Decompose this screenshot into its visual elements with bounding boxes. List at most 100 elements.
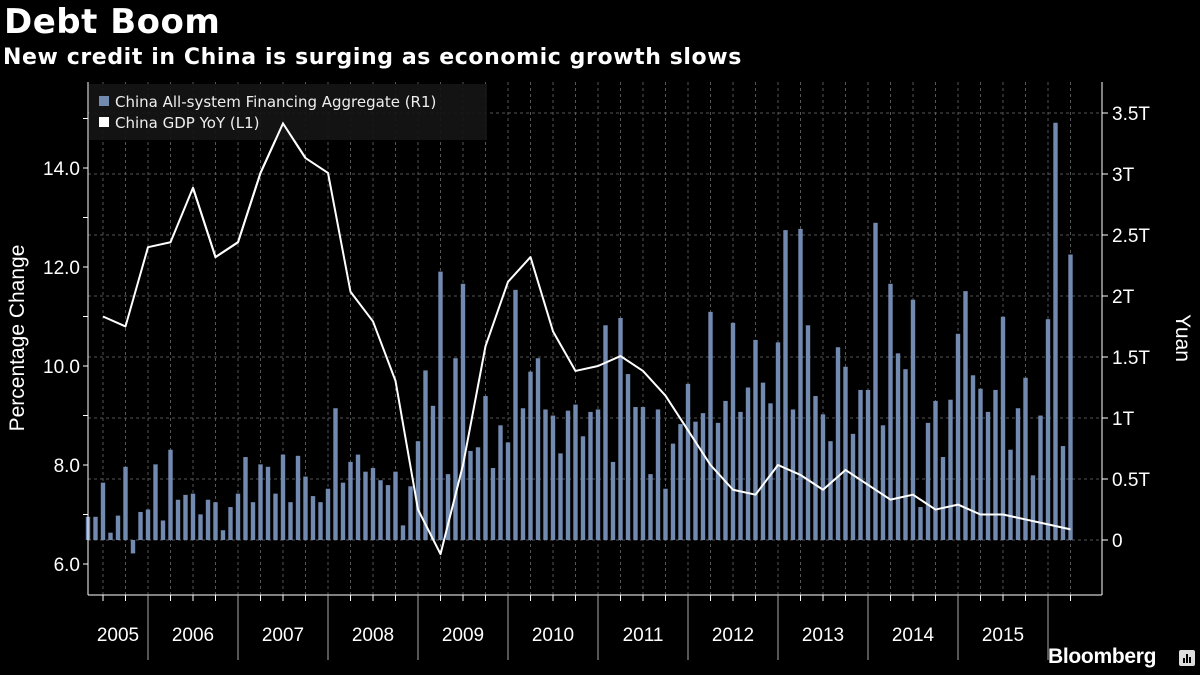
financing-bar [108, 532, 113, 540]
year-label: 2009 [442, 625, 484, 646]
right-tick-label: 2.5T [1112, 226, 1150, 247]
bloomberg-chart-icon [1179, 650, 1195, 666]
financing-bar [1045, 319, 1051, 540]
legend-label-gdp: China GDP YoY (L1) [115, 114, 260, 132]
financing-bar [325, 488, 331, 540]
financing-bar [873, 222, 878, 541]
financing-bar [370, 468, 376, 540]
financing-bar [693, 421, 698, 540]
financing-bar [288, 502, 293, 540]
left-tick-label: 14.0 [43, 159, 80, 180]
legend-swatch-financing [99, 96, 109, 106]
chart-title: Debt Boom [4, 2, 221, 42]
financing-bar [243, 457, 248, 540]
financing-bar [183, 494, 188, 540]
financing-bar [708, 311, 713, 540]
right-tick-label: 0 [1112, 531, 1123, 552]
left-tick-label: 8.0 [54, 456, 80, 477]
financing-bar [768, 403, 773, 540]
financing-bar [858, 389, 863, 540]
financing-bar [760, 382, 766, 540]
financing-bar [445, 474, 451, 540]
financing-bar [670, 443, 676, 540]
financing-bar [273, 493, 278, 540]
financing-bar [835, 347, 841, 540]
financing-bar [985, 411, 991, 540]
financing-bar [640, 407, 646, 540]
year-label: 2008 [352, 625, 394, 646]
financing-bar [715, 422, 721, 540]
financing-bar [1030, 475, 1036, 540]
financing-bar [250, 502, 256, 540]
financing-bar [813, 396, 818, 540]
financing-bar [295, 455, 301, 540]
financing-bar [228, 507, 233, 540]
financing-bar [903, 369, 908, 540]
financing-bar [940, 457, 946, 540]
year-label: 2012 [712, 625, 754, 646]
financing-bar [258, 464, 263, 540]
financing-bar [843, 366, 848, 540]
financing-bar [138, 511, 143, 540]
financing-bar [160, 520, 166, 540]
financing-bar [618, 317, 623, 540]
financing-bar [363, 471, 368, 540]
financing-bar [738, 411, 743, 540]
left-tick-label: 12.0 [43, 258, 80, 279]
financing-bar [415, 441, 421, 540]
financing-bar [408, 486, 413, 540]
financing-bar [528, 371, 533, 540]
year-label: 2013 [802, 625, 844, 646]
left-tick-label: 10.0 [43, 357, 80, 378]
right-tick-label: 0.5T [1112, 470, 1150, 491]
financing-bar [805, 325, 811, 540]
financing-bar [633, 407, 638, 540]
financing-bar [888, 283, 893, 540]
financing-bar [1068, 254, 1073, 540]
financing-bar [850, 433, 856, 540]
financing-bar [1008, 449, 1013, 540]
financing-bar [558, 453, 563, 540]
financing-bar [580, 436, 586, 540]
financing-bar [303, 476, 308, 540]
financing-bar [1060, 446, 1066, 540]
financing-bar [933, 400, 938, 540]
financing-bar [910, 299, 916, 540]
financing-bar [220, 530, 226, 540]
financing-bar [430, 405, 436, 540]
financing-bar [483, 396, 488, 540]
financing-bar [993, 389, 998, 540]
financing-bar [145, 509, 151, 540]
financing-bar [573, 404, 578, 540]
financing-bar [1015, 408, 1021, 540]
financing-bar [438, 271, 443, 540]
financing-bar [490, 468, 496, 540]
year-label: 2014 [892, 625, 935, 646]
financing-bar [798, 228, 803, 540]
financing-bar [318, 502, 323, 540]
financing-bar [783, 230, 788, 540]
financing-bar [423, 370, 428, 540]
financing-bar [918, 507, 923, 540]
year-label: 2015 [982, 625, 1024, 646]
financing-bar [543, 409, 548, 540]
financing-bar [265, 466, 271, 540]
legend-label-financing: China All-system Financing Aggregate (R1… [115, 93, 436, 111]
financing-bar [280, 454, 286, 540]
financing-bar [948, 399, 953, 540]
financing-bar [100, 482, 106, 540]
financing-bar [595, 409, 601, 540]
financing-bar [385, 485, 391, 540]
financing-bar [460, 283, 466, 540]
financing-bar [310, 496, 316, 540]
financing-bar [123, 466, 128, 540]
financing-bar [828, 441, 833, 540]
financing-bar [790, 409, 796, 540]
financing-bar [978, 388, 983, 540]
left-tick-label: 6.0 [54, 555, 80, 576]
financing-bar [130, 540, 136, 554]
financing-bar [453, 358, 458, 540]
financing-bar [880, 425, 886, 540]
financing-bar [865, 389, 871, 540]
